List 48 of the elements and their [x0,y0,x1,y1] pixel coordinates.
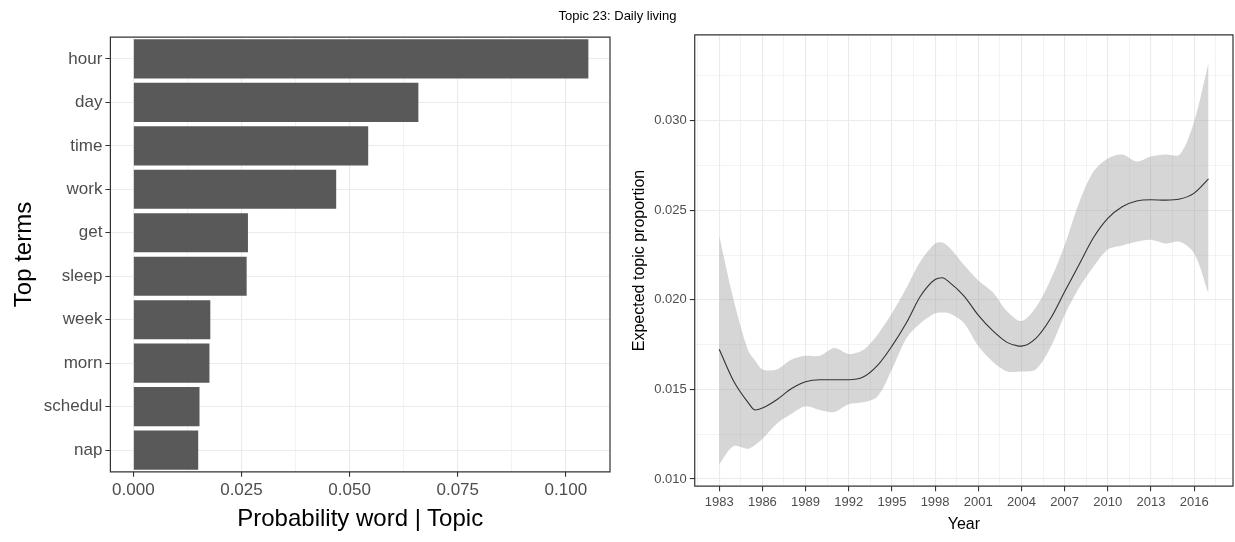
x-tick-label: 1983 [704,493,734,509]
x-tick-label: 2001 [963,493,993,509]
y-tick-label: morn [63,352,103,372]
bar [133,39,589,79]
x-axis-title: Probability word | Topic [237,504,484,532]
y-tick-label: time [70,135,103,155]
y-tick-label: sleep [61,265,103,285]
x-tick-label: 0.100 [544,479,588,499]
x-tick-label: 2016 [1179,493,1209,509]
x-tick-label: 0.050 [328,479,371,499]
x-tick-label: 1992 [834,493,864,509]
bar [133,126,369,166]
x-tick-label: 2004 [1006,493,1036,509]
x-tick-label: 1998 [920,493,950,509]
y-tick-label: 0.020 [654,291,687,307]
y-tick-label: nap [74,439,103,459]
bar [133,213,248,253]
bar [133,343,210,383]
bar [133,300,211,340]
y-tick-label: week [61,309,103,329]
bar [133,430,199,470]
x-tick-label: 0.075 [436,479,480,499]
y-tick-label: 0.015 [654,381,687,397]
x-tick-label: 2007 [1050,493,1080,509]
x-tick-label: 1989 [791,493,821,509]
y-axis-title: Top terms [9,201,37,308]
y-tick-label: work [65,179,103,198]
bar [133,256,247,296]
y-tick-label: schedul [43,396,103,416]
y-tick-label: get [78,222,103,242]
x-tick-label: 1986 [747,493,777,509]
y-tick-label: 0.030 [654,112,687,128]
bar [133,387,200,427]
x-tick-label: 0.000 [112,479,155,499]
bar [133,169,337,209]
y-tick-label: day [74,92,103,112]
y-tick-label: hour [68,48,103,68]
x-tick-label: 1995 [877,493,907,509]
bar [133,82,419,122]
line-series [718,178,1210,411]
chart-title: Topic 23: Daily living [557,8,678,23]
y-tick-label: 0.010 [654,470,687,486]
x-tick-label: 2013 [1136,493,1166,509]
x-tick-label: 2010 [1093,493,1123,509]
x-tick-label: 0.025 [220,479,263,499]
x-axis-title: Year [947,514,981,532]
y-axis-title: Expected topic proportion [630,169,648,352]
y-tick-label: 0.025 [654,201,687,217]
